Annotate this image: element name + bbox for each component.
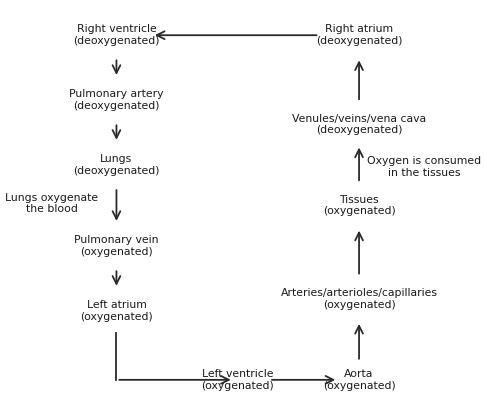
Text: Aorta
(oxygenated): Aorta (oxygenated) xyxy=(323,369,396,390)
Text: Left ventricle
(oxygenated): Left ventricle (oxygenated) xyxy=(201,369,274,390)
Text: Lungs oxygenate
the blood: Lungs oxygenate the blood xyxy=(5,193,98,214)
Text: Left atrium
(oxygenated): Left atrium (oxygenated) xyxy=(80,300,153,322)
Text: Oxygen is consumed
in the tissues: Oxygen is consumed in the tissues xyxy=(367,156,481,178)
Text: Arteries/arterioles/capillaries
(oxygenated): Arteries/arterioles/capillaries (oxygena… xyxy=(280,288,437,309)
Text: Right atrium
(deoxygenated): Right atrium (deoxygenated) xyxy=(316,24,402,46)
Text: Tissues
(oxygenated): Tissues (oxygenated) xyxy=(323,195,396,216)
Text: Lungs
(deoxygenated): Lungs (deoxygenated) xyxy=(73,154,160,176)
Text: Pulmonary vein
(oxygenated): Pulmonary vein (oxygenated) xyxy=(74,235,159,257)
Text: Pulmonary artery
(deoxygenated): Pulmonary artery (deoxygenated) xyxy=(69,89,164,111)
Text: Venules/veins/vena cava
(deoxygenated): Venules/veins/vena cava (deoxygenated) xyxy=(292,113,426,135)
Text: Right ventricle
(deoxygenated): Right ventricle (deoxygenated) xyxy=(73,24,160,46)
